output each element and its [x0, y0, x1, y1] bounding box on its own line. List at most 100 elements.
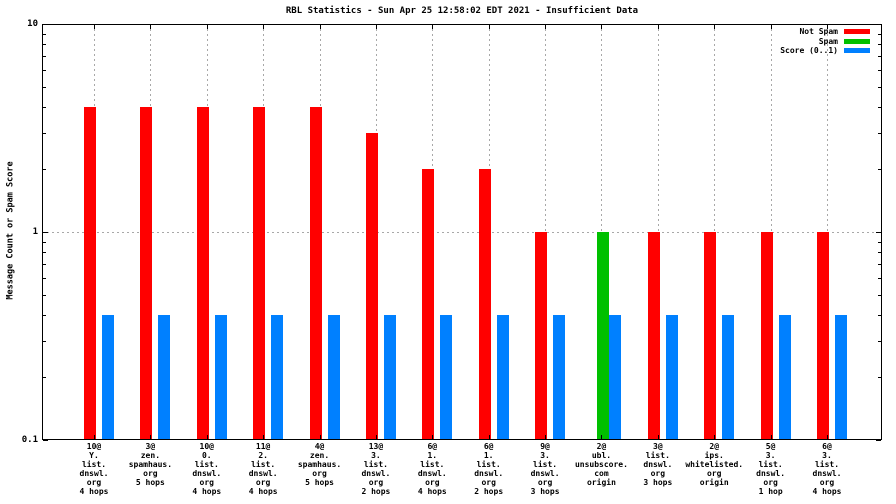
- x-tick-top: [94, 25, 95, 29]
- x-tick-top: [714, 25, 715, 29]
- legend-item-spam: Spam: [780, 36, 870, 46]
- y-minor-tick-left: [43, 70, 46, 71]
- x-tick-top: [320, 25, 321, 29]
- bar-not-spam-6: [365, 132, 378, 439]
- x-tick-bottom: [489, 435, 490, 439]
- bar-score-0-1-11: [665, 314, 678, 439]
- y-minor-tick-left: [43, 34, 46, 35]
- x-category-label-13: 5@ 3. list. dnswl. org 1 hop: [756, 442, 786, 496]
- y-minor-tick-right: [878, 377, 881, 378]
- legend-swatch-not-spam: [844, 29, 870, 35]
- x-tick-bottom: [771, 435, 772, 439]
- y-minor-tick-left: [43, 107, 46, 108]
- x-tick-top: [207, 25, 208, 29]
- y-minor-tick-right: [878, 133, 881, 134]
- y-minor-tick-left: [43, 341, 46, 342]
- x-tick-top: [601, 25, 602, 29]
- x-category-label-11: 3@ list. dnswl. org 3 hops: [643, 442, 673, 487]
- y-minor-tick-left: [43, 169, 46, 170]
- chart-title: RBL Statistics - Sun Apr 25 12:58:02 EDT…: [285, 6, 639, 16]
- x-category-label-10: 2@ ubl. unsubscore. com origin: [574, 442, 628, 487]
- bar-score-0-1-7: [440, 314, 453, 439]
- bar-spam-10: [597, 232, 610, 439]
- bar-score-0-1-6: [383, 314, 396, 439]
- y-major-tick-right: [876, 440, 881, 441]
- x-tick-bottom: [320, 435, 321, 439]
- plot-area: [42, 24, 882, 440]
- bar-not-spam-4: [253, 106, 266, 439]
- bar-not-spam-12: [704, 232, 717, 439]
- x-tick-bottom: [545, 435, 546, 439]
- x-category-label-2: 3@ zen. spamhaus. org 5 hops: [128, 442, 173, 487]
- y-minor-tick-right: [878, 107, 881, 108]
- y-tick-label-0.1: 0.1: [21, 435, 38, 445]
- bar-score-0-1-5: [327, 314, 340, 439]
- bar-not-spam-14: [817, 232, 829, 439]
- bar-not-spam-2: [140, 106, 153, 439]
- x-category-label-6: 13@ 3. list. dnswl. org 2 hops: [361, 442, 391, 496]
- x-tick-bottom: [150, 435, 151, 439]
- y-minor-tick-left: [43, 56, 46, 57]
- x-tick-bottom: [263, 435, 264, 439]
- y-minor-tick-right: [878, 87, 881, 88]
- legend-label-score-0-1: Score (0..1): [780, 45, 838, 55]
- y-major-tick-left: [43, 24, 48, 25]
- x-tick-top: [827, 25, 828, 29]
- y-minor-tick-left: [43, 278, 46, 279]
- y-major-tick-right: [876, 232, 881, 233]
- bar-not-spam-9: [535, 232, 548, 439]
- y-minor-tick-left: [43, 377, 46, 378]
- bar-score-0-1-12: [722, 314, 735, 439]
- bar-not-spam-11: [647, 232, 660, 439]
- bar-not-spam-8: [478, 169, 491, 439]
- bar-score-0-1-1: [102, 314, 114, 439]
- y-minor-tick-right: [878, 70, 881, 71]
- x-tick-top: [263, 25, 264, 29]
- x-tick-bottom: [827, 435, 828, 439]
- legend-label-spam: Spam: [818, 36, 838, 46]
- legend-swatch-spam: [844, 38, 870, 44]
- y-minor-tick-right: [878, 242, 881, 243]
- bar-score-0-1-3: [214, 314, 227, 439]
- bar-not-spam-1: [84, 106, 96, 439]
- bar-score-0-1-4: [271, 314, 284, 439]
- y-minor-tick-right: [878, 252, 881, 253]
- bar-not-spam-5: [309, 106, 322, 439]
- y-minor-tick-left: [43, 44, 46, 45]
- x-category-label-7: 6@ 1. list. dnswl. org 4 hops: [417, 442, 447, 496]
- legend-item-not-spam: Not Spam: [780, 27, 870, 36]
- x-tick-bottom: [601, 435, 602, 439]
- y-minor-tick-left: [43, 295, 46, 296]
- y-minor-tick-right: [878, 44, 881, 45]
- x-tick-bottom: [207, 435, 208, 439]
- x-tick-top: [771, 25, 772, 29]
- y-minor-tick-left: [43, 242, 46, 243]
- bar-score-0-1-8: [496, 314, 509, 439]
- x-tick-bottom: [94, 435, 95, 439]
- y-minor-tick-right: [878, 315, 881, 316]
- bar-score-0-1-9: [553, 314, 566, 439]
- x-tick-top: [432, 25, 433, 29]
- x-category-label-9: 9@ 3. list. dnswl. org 3 hops: [530, 442, 560, 496]
- x-category-label-8: 6@ 1. list. dnswl. org 2 hops: [474, 442, 504, 496]
- y-minor-tick-left: [43, 87, 46, 88]
- x-category-label-1: 10@ Y. list. dnswl. org 4 hops: [79, 442, 109, 496]
- bar-score-0-1-13: [778, 314, 791, 439]
- y-major-tick-left: [43, 232, 48, 233]
- legend-item-score-0-1: Score (0..1): [780, 46, 870, 55]
- y-minor-tick-right: [878, 56, 881, 57]
- legend-swatch-score-0-1: [844, 47, 870, 53]
- y-minor-tick-right: [878, 264, 881, 265]
- horizontal-gridline-1: [42, 232, 882, 233]
- x-tick-bottom: [376, 435, 377, 439]
- y-minor-tick-right: [878, 295, 881, 296]
- x-tick-bottom: [432, 435, 433, 439]
- legend-label-not-spam: Not Spam: [799, 27, 838, 37]
- bar-not-spam-7: [422, 169, 435, 439]
- x-tick-top: [658, 25, 659, 29]
- bar-score-0-1-14: [835, 314, 847, 439]
- x-category-label-14: 6@ 3. list. dnswl. org 4 hops: [812, 442, 842, 496]
- bar-score-0-1-2: [158, 314, 171, 439]
- legend: Not Spam Spam Score (0..1): [780, 27, 870, 55]
